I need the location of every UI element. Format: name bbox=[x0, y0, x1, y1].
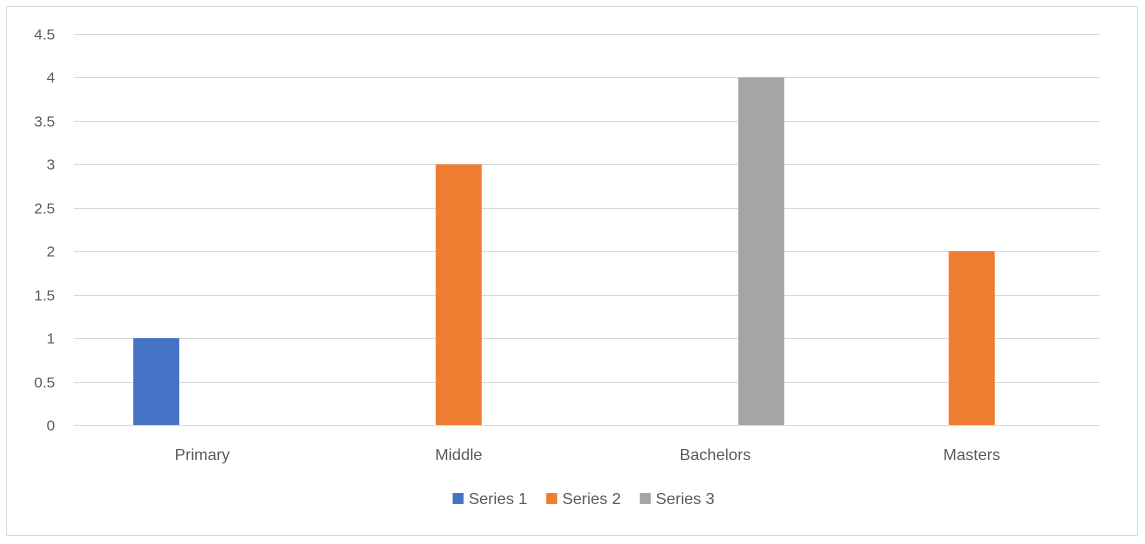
bar-chart: 0 0.5 1 1.5 2 2.5 3 3.5 4 4.5 Primary Middle Bachel… bbox=[34, 27, 1100, 508]
legend-item-series-2: Series 2 bbox=[546, 491, 621, 508]
gridlines bbox=[74, 34, 1100, 426]
bars bbox=[133, 77, 995, 426]
legend-label: Series 2 bbox=[562, 491, 621, 508]
legend-label: Series 1 bbox=[469, 491, 528, 508]
y-tick-label: 3 bbox=[47, 157, 55, 174]
bar-series-2-masters bbox=[948, 251, 995, 425]
x-tick-label: Bachelors bbox=[680, 447, 751, 464]
bar-series-1-primary bbox=[133, 338, 180, 425]
bar-series-2-middle bbox=[435, 164, 482, 426]
legend-item-series-3: Series 3 bbox=[639, 491, 715, 508]
y-tick-label: 0.5 bbox=[34, 375, 55, 392]
y-tick-label: 1 bbox=[47, 331, 55, 348]
x-axis-tick-labels: Primary Middle Bachelors Masters bbox=[175, 447, 1001, 464]
legend-swatch bbox=[639, 493, 651, 504]
y-tick-label: 4.5 bbox=[34, 27, 55, 44]
legend-swatch bbox=[452, 493, 464, 504]
x-tick-label: Masters bbox=[943, 447, 1000, 464]
legend: Series 1 Series 2 Series 3 bbox=[452, 491, 715, 508]
y-tick-label: 2 bbox=[47, 244, 55, 261]
y-axis-tick-labels: 0 0.5 1 1.5 2 2.5 3 3.5 4 4.5 bbox=[34, 27, 55, 435]
legend-swatch bbox=[546, 493, 558, 504]
y-tick-label: 0 bbox=[47, 418, 55, 435]
x-tick-label: Primary bbox=[175, 447, 230, 464]
y-tick-label: 1.5 bbox=[34, 288, 55, 305]
chart-frame: 0 0.5 1 1.5 2 2.5 3 3.5 4 4.5 Primary Middle Bachel… bbox=[6, 6, 1138, 536]
y-tick-label: 3.5 bbox=[34, 114, 55, 131]
x-tick-label: Middle bbox=[435, 447, 482, 464]
bar-series-3-bachelors bbox=[738, 77, 785, 425]
y-tick-label: 2.5 bbox=[34, 201, 55, 218]
legend-item-series-1: Series 1 bbox=[452, 491, 528, 508]
y-tick-label: 4 bbox=[47, 70, 55, 87]
legend-label: Series 3 bbox=[656, 491, 715, 508]
